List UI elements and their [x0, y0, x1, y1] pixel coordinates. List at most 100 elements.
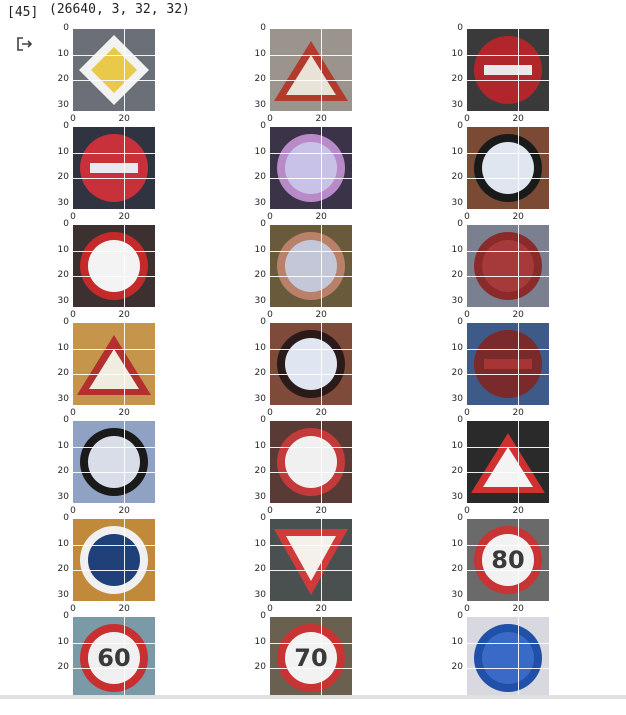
y-tick-label: 30 [451, 197, 463, 208]
y-tick-label: 0 [63, 513, 69, 523]
y-tick-label: 30 [451, 295, 463, 306]
y-tick-label: 20 [57, 466, 69, 477]
y-tick-label: 10 [57, 636, 69, 647]
x-tick-label: 0 [464, 604, 470, 614]
y-tick-label: 10 [451, 146, 463, 157]
y-tick-label: 10 [451, 440, 463, 451]
sample-image-cell: 0 10 20 30 0 20 [48, 513, 178, 617]
traffic-sign-image [73, 421, 155, 503]
y-tick-label: 10 [57, 244, 69, 255]
y-tick-label: 0 [63, 611, 69, 621]
y-tick-label: 20 [57, 368, 69, 379]
y-tick-label: 20 [57, 564, 69, 575]
x-tick-label: 20 [512, 114, 524, 124]
y-tick-label: 20 [57, 270, 69, 281]
y-tick-label: 30 [254, 99, 266, 110]
x-tick-label: 0 [464, 212, 470, 222]
x-tick-label: 20 [315, 310, 327, 320]
y-tick-label: 10 [451, 244, 463, 255]
y-tick-label: 0 [63, 317, 69, 327]
y-tick-label: 10 [254, 146, 266, 157]
sample-image-cell: 0 10 20 30 0 20 [245, 122, 375, 225]
x-tick-label: 0 [267, 604, 273, 614]
y-tick-label: 0 [63, 219, 69, 229]
y-tick-label: 20 [57, 662, 69, 673]
traffic-sign-image [467, 617, 549, 699]
y-tick-label: 10 [254, 48, 266, 59]
y-tick-label: 30 [57, 197, 69, 208]
x-tick-label: 0 [464, 114, 470, 124]
y-tick-label: 0 [457, 513, 463, 523]
y-tick-label: 20 [254, 172, 266, 183]
x-tick-label: 0 [267, 310, 273, 320]
y-tick-label: 0 [260, 23, 266, 33]
y-tick-label: 0 [457, 317, 463, 327]
x-tick-label: 20 [315, 408, 327, 418]
y-tick-label: 10 [254, 440, 266, 451]
x-tick-label: 0 [70, 114, 76, 124]
y-tick-label: 10 [254, 636, 266, 647]
y-tick-label: 30 [57, 99, 69, 110]
y-tick-label: 0 [260, 317, 266, 327]
y-tick-label: 20 [254, 466, 266, 477]
y-tick-label: 0 [260, 415, 266, 425]
y-tick-label: 0 [457, 415, 463, 425]
x-tick-label: 20 [512, 408, 524, 418]
y-tick-label: 20 [254, 564, 266, 575]
y-tick-label: 30 [57, 393, 69, 404]
y-tick-label: 20 [451, 466, 463, 477]
y-tick-label: 30 [451, 99, 463, 110]
x-tick-label: 20 [315, 114, 327, 124]
speed-limit-number: 60 [97, 644, 131, 672]
y-tick-label: 0 [260, 219, 266, 229]
y-tick-label: 20 [451, 368, 463, 379]
sample-image-cell: 0 10 20 30 0 20 [48, 219, 178, 323]
x-tick-label: 0 [70, 604, 76, 614]
execution-count: [45] [7, 5, 39, 20]
x-tick-label: 20 [512, 212, 524, 222]
traffic-sign-image [467, 127, 549, 209]
traffic-sign-image [73, 29, 155, 111]
y-tick-label: 20 [254, 270, 266, 281]
x-tick-label: 20 [118, 506, 130, 516]
sample-image-cell: 0 10 20 30 0 20 [48, 24, 178, 127]
y-tick-label: 20 [451, 74, 463, 85]
x-tick-label: 0 [267, 408, 273, 418]
x-tick-label: 0 [267, 506, 273, 516]
x-tick-label: 0 [464, 310, 470, 320]
y-tick-label: 10 [451, 538, 463, 549]
y-tick-label: 20 [254, 662, 266, 673]
y-tick-label: 30 [254, 295, 266, 306]
y-tick-label: 10 [451, 342, 463, 353]
traffic-sign-image [467, 29, 549, 111]
y-tick-label: 10 [57, 440, 69, 451]
traffic-sign-image [467, 421, 549, 503]
y-tick-label: 20 [451, 172, 463, 183]
y-tick-label: 30 [254, 393, 266, 404]
bottom-scroll-edge [0, 695, 626, 699]
y-tick-label: 20 [451, 564, 463, 575]
y-tick-label: 20 [451, 662, 463, 673]
sample-image-cell: 0 10 20 30 0 20 [245, 317, 375, 421]
y-tick-label: 0 [63, 121, 69, 131]
traffic-sign-image [270, 323, 352, 405]
x-tick-label: 20 [512, 604, 524, 614]
x-tick-label: 0 [70, 310, 76, 320]
y-tick-label: 30 [57, 295, 69, 306]
x-tick-label: 20 [315, 506, 327, 516]
traffic-sign-image [467, 225, 549, 307]
y-tick-label: 20 [254, 74, 266, 85]
traffic-sign-image [270, 421, 352, 503]
sample-image-cell: 0 10 20 30 0 20 [442, 317, 572, 421]
sample-image-cell: 0 10 20 30 0 20 [48, 416, 178, 519]
output-redirect-icon[interactable] [16, 36, 34, 52]
sample-image-cell: 0 10 20 30 0 20 [442, 415, 572, 519]
y-tick-label: 30 [451, 393, 463, 404]
y-tick-label: 30 [254, 197, 266, 208]
traffic-sign-image [73, 323, 155, 405]
y-tick-label: 20 [57, 172, 69, 183]
traffic-sign-image [270, 29, 352, 111]
y-tick-label: 30 [57, 491, 69, 502]
x-tick-label: 0 [267, 114, 273, 124]
traffic-sign-image [270, 519, 352, 601]
